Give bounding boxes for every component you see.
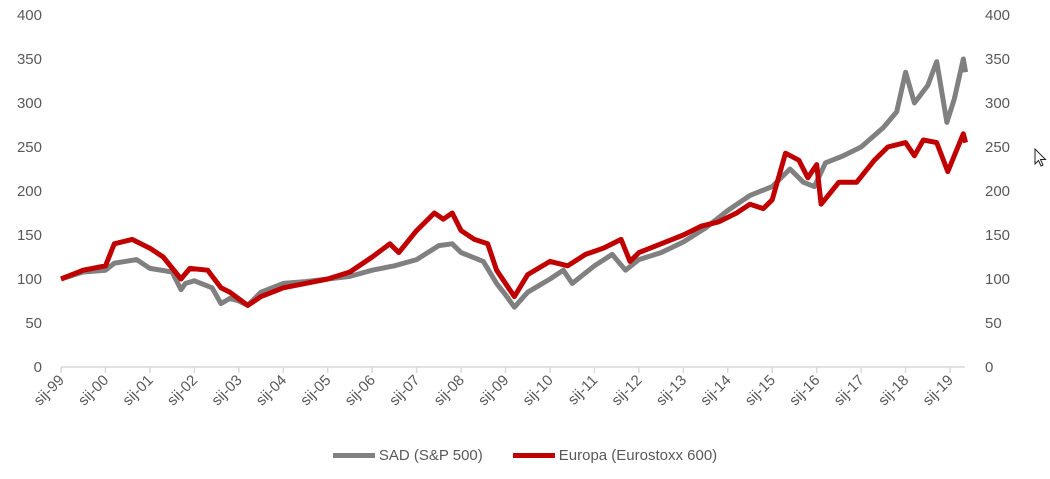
y2-tick-label: 300 [985, 95, 1010, 112]
y-tick-label: 350 [17, 51, 42, 68]
line-chart: 0 50 100 150 200 250 300 350 400 0 50 100 150 200 250… [17, 7, 1010, 409]
x-tick-label: sij-15 [742, 372, 779, 409]
y-tick-label: 100 [17, 271, 42, 288]
y2-tick-label: 250 [985, 139, 1010, 156]
x-tick-label: sij-07 [386, 372, 423, 409]
x-tick-label: sij-12 [608, 372, 645, 409]
legend: SAD (S&P 500) Europa (Eurostoxx 600) [0, 447, 1050, 464]
x-axis: sij-99 sij-00 sij-01 sij-02 sij-03 sij-04 sij-… [30, 366, 965, 409]
y-tick-label: 250 [17, 139, 42, 156]
x-tick-label: sij-02 [164, 372, 201, 409]
x-tick-label: sij-99 [30, 372, 67, 409]
y2-tick-label: 350 [985, 51, 1010, 68]
y2-tick-label: 150 [985, 227, 1010, 244]
y-tick-label: 50 [25, 315, 42, 332]
y-tick-label: 0 [34, 359, 42, 376]
x-tick-label: sij-01 [119, 372, 156, 409]
x-tick-label: sij-11 [565, 372, 602, 409]
legend-label: Europa (Eurostoxx 600) [558, 447, 718, 464]
y-tick-label: 400 [17, 7, 42, 24]
y-axis-left: 0 50 100 150 200 250 300 350 400 [17, 7, 42, 376]
y-tick-label: 200 [17, 183, 42, 200]
x-tick-label: sij-05 [297, 372, 334, 409]
series-line-sp500 [60, 56, 969, 310]
y-tick-label: 300 [17, 95, 42, 112]
y2-tick-label: 0 [985, 359, 993, 376]
x-tick-label: sij-14 [697, 372, 734, 409]
mouse-pointer-icon [1034, 148, 1047, 167]
y2-tick-label: 200 [985, 183, 1010, 200]
x-tick-label: sij-13 [653, 372, 690, 409]
y2-tick-label: 100 [985, 271, 1010, 288]
legend-swatch-gray [332, 453, 375, 458]
x-tick-label: sij-16 [786, 372, 823, 409]
y2-tick-label: 400 [985, 7, 1010, 24]
x-tick-label: sij-04 [253, 372, 290, 409]
x-tick-label: sij-06 [342, 372, 379, 409]
x-tick-label: sij-17 [831, 372, 868, 409]
x-tick-label: sij-18 [875, 372, 912, 409]
x-tick-label: sij-09 [475, 372, 512, 409]
legend-item-sp500: SAD (S&P 500) [332, 447, 483, 464]
legend-label: SAD (S&P 500) [378, 447, 483, 464]
x-tick-label: sij-10 [519, 372, 556, 409]
series-lines [60, 56, 969, 310]
series-line-eurostoxx [60, 131, 969, 308]
x-tick-label: sij-03 [208, 372, 245, 409]
y-axis-right: 0 50 100 150 200 250 300 350 400 [985, 7, 1010, 376]
y-tick-label: 150 [17, 227, 42, 244]
y2-tick-label: 50 [985, 315, 1002, 332]
x-tick-label: sij-08 [431, 372, 468, 409]
x-tick-label: sij-19 [919, 372, 956, 409]
x-tick-label: sij-00 [75, 372, 112, 409]
legend-item-eurostoxx: Europa (Eurostoxx 600) [512, 447, 718, 464]
legend-swatch-red [512, 453, 555, 458]
